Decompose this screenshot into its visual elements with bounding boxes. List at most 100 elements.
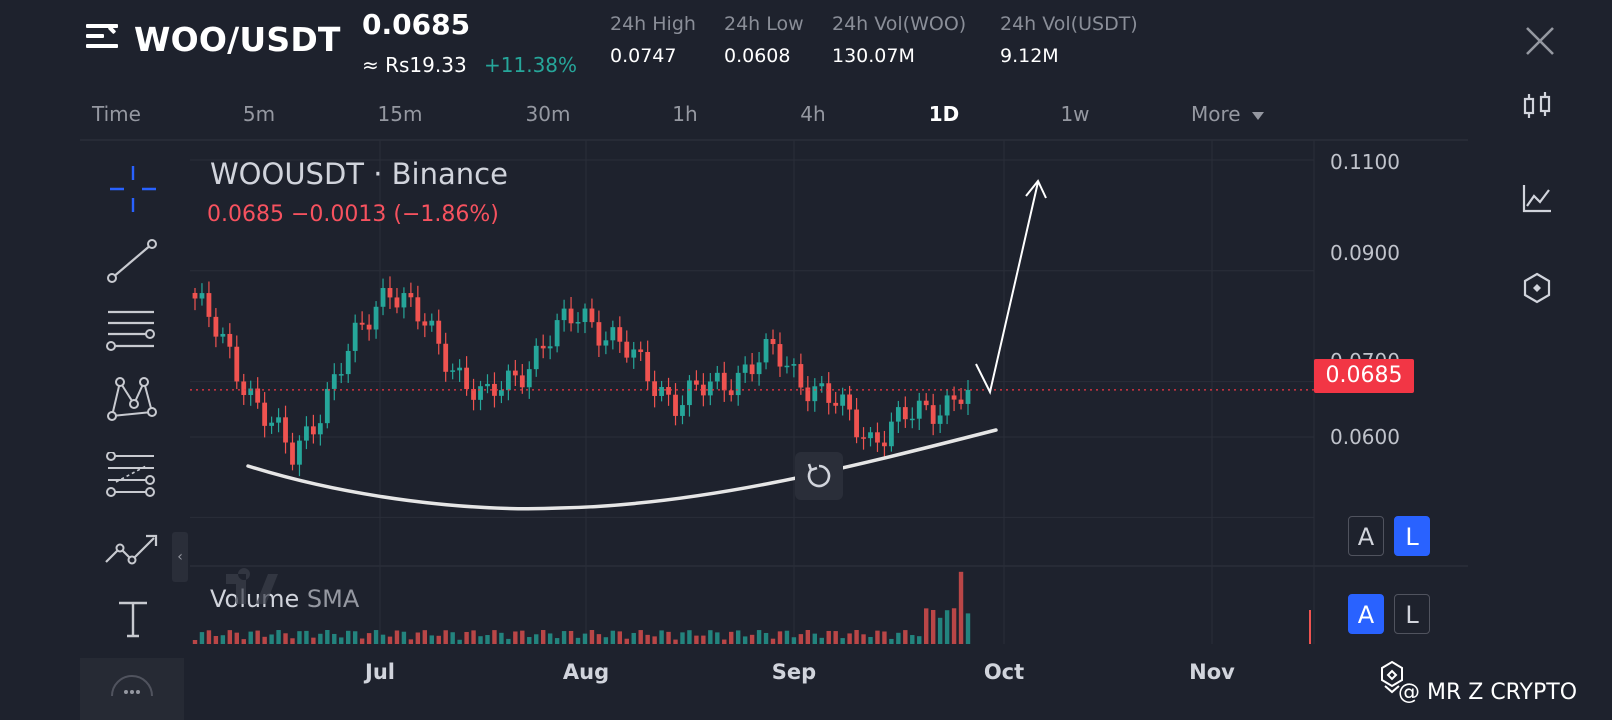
volume-bar bbox=[875, 630, 880, 644]
volume-sma-label: SMA bbox=[306, 585, 360, 613]
volume-bar bbox=[589, 630, 595, 644]
candle-body bbox=[944, 395, 950, 416]
tradingview-logo-icon bbox=[226, 568, 278, 604]
volume-bar bbox=[582, 633, 588, 644]
volume-bar bbox=[763, 632, 769, 644]
candle-body bbox=[763, 338, 769, 363]
more-tools-button[interactable] bbox=[80, 658, 184, 720]
volume-bar bbox=[624, 638, 629, 644]
candle-body bbox=[464, 367, 469, 390]
candle-body bbox=[937, 415, 943, 424]
volume-bar bbox=[687, 630, 692, 644]
candle-body bbox=[519, 375, 525, 388]
text-tool-icon[interactable] bbox=[116, 600, 150, 638]
volume-bar bbox=[666, 631, 671, 644]
volume-bar bbox=[311, 637, 316, 644]
indicators-icon[interactable] bbox=[1521, 182, 1553, 214]
candle-body bbox=[617, 327, 623, 342]
tab-5m[interactable]: 5m bbox=[242, 102, 276, 126]
current-price-tag: 0.0685 bbox=[1314, 359, 1414, 393]
volume-auto-scale-button[interactable]: A bbox=[1348, 594, 1384, 634]
candle-body bbox=[492, 383, 497, 396]
volume-bar bbox=[735, 630, 741, 644]
volume-bar bbox=[575, 637, 581, 644]
candle-body bbox=[631, 349, 637, 358]
candle-body bbox=[540, 345, 546, 349]
candle-body bbox=[338, 374, 344, 376]
date-label-jul: Jul bbox=[365, 660, 395, 684]
log-scale-button[interactable]: L bbox=[1394, 516, 1430, 556]
volume-bar bbox=[213, 635, 219, 644]
volume-bar bbox=[478, 636, 483, 644]
more-button[interactable]: More bbox=[1191, 102, 1265, 126]
more-label: More bbox=[1191, 102, 1241, 126]
time-label[interactable]: Time bbox=[92, 102, 141, 126]
volume-bar bbox=[450, 632, 455, 644]
volume-bar bbox=[826, 630, 831, 644]
volume-bar bbox=[415, 632, 421, 644]
volume-bar bbox=[471, 630, 476, 644]
stat-value-vol-woo: 130.07M bbox=[832, 45, 915, 67]
candle-body bbox=[645, 351, 651, 382]
candle-body bbox=[297, 440, 302, 465]
auto-scale-button[interactable]: A bbox=[1348, 516, 1384, 556]
collapse-toolbar-button[interactable]: ‹ bbox=[172, 532, 188, 582]
candle-body bbox=[833, 402, 839, 406]
reset-chart-button[interactable] bbox=[795, 452, 843, 500]
horizontal-lines-icon[interactable] bbox=[106, 308, 158, 354]
volume-bar bbox=[387, 636, 393, 644]
volume-log-scale-button[interactable]: L bbox=[1394, 594, 1430, 634]
volume-bar bbox=[318, 633, 323, 644]
volume-label: Volume bbox=[210, 585, 300, 613]
volume-bar bbox=[401, 631, 407, 644]
candle-body bbox=[380, 288, 386, 307]
tab-30m[interactable]: 30m bbox=[525, 102, 571, 126]
user-drawings bbox=[190, 179, 1314, 511]
change-percent: +11.38% bbox=[484, 53, 578, 77]
volume-bar bbox=[868, 636, 873, 644]
candle-body bbox=[666, 387, 671, 395]
candle-body bbox=[220, 333, 226, 337]
candle-body bbox=[331, 374, 337, 389]
candlestick-icon[interactable] bbox=[1521, 90, 1553, 122]
pair-title[interactable]: WOO/USDT bbox=[134, 20, 341, 59]
close-icon[interactable] bbox=[1523, 24, 1557, 58]
volume-bar bbox=[749, 634, 755, 644]
volume-bar bbox=[255, 630, 260, 644]
volume-bar bbox=[596, 634, 602, 644]
candle-body bbox=[443, 343, 449, 372]
tab-4h[interactable]: 4h bbox=[800, 102, 826, 126]
candle-body bbox=[868, 432, 873, 439]
menu-icon[interactable] bbox=[86, 24, 118, 54]
projection-icon[interactable] bbox=[104, 528, 160, 568]
fibonacci-icon[interactable] bbox=[106, 452, 158, 498]
volume-bar bbox=[708, 630, 713, 644]
trend-line-icon[interactable] bbox=[106, 238, 158, 284]
crosshair-icon[interactable] bbox=[108, 164, 158, 214]
binance-logo-icon bbox=[1381, 660, 1403, 694]
volume-bar bbox=[540, 630, 546, 644]
candle-body bbox=[533, 345, 539, 370]
candle-body bbox=[512, 370, 518, 376]
stat-label-low: 24h Low bbox=[724, 13, 804, 35]
volume-bar bbox=[645, 634, 650, 644]
candle-body bbox=[916, 400, 922, 419]
volume-bar bbox=[617, 631, 623, 644]
volume-bar bbox=[290, 638, 295, 644]
candle-body bbox=[673, 394, 678, 416]
candle-body bbox=[568, 308, 574, 324]
volume-bar bbox=[819, 637, 824, 644]
volume-bar bbox=[742, 636, 748, 644]
tab-1d[interactable]: 1D bbox=[928, 102, 960, 126]
candle-body bbox=[290, 442, 295, 465]
tab-15m[interactable]: 15m bbox=[377, 102, 423, 126]
settings-hex-icon[interactable] bbox=[1521, 272, 1553, 304]
volume-bars bbox=[192, 571, 1311, 644]
volume-bar bbox=[380, 634, 386, 644]
pattern-icon[interactable] bbox=[106, 376, 158, 422]
watermark-text: @ MR Z CRYPTO bbox=[1398, 680, 1578, 705]
tab-1w[interactable]: 1w bbox=[1060, 102, 1090, 126]
candle-body bbox=[317, 423, 323, 435]
tab-1h[interactable]: 1h bbox=[672, 102, 698, 126]
